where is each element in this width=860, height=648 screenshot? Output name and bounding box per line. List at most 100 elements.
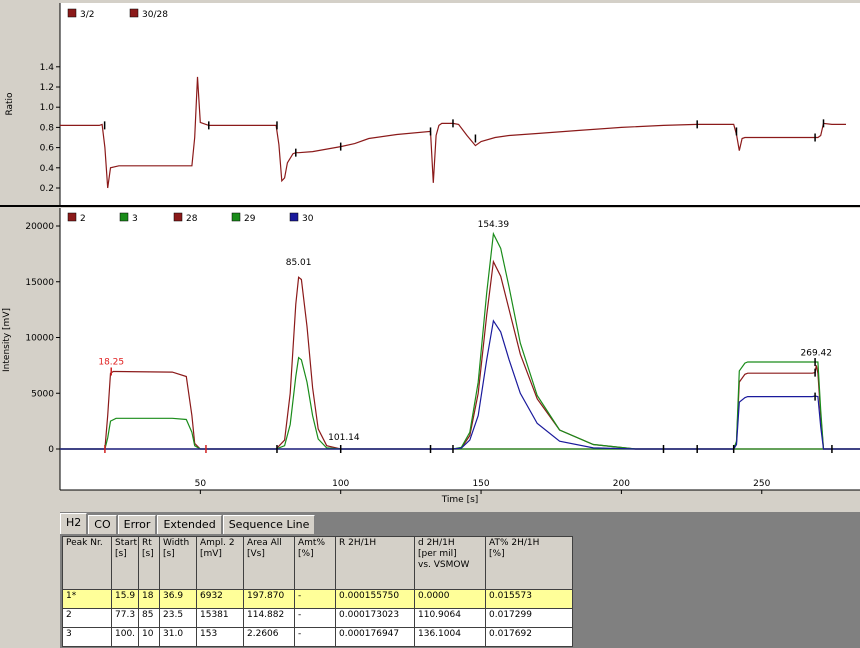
table-cell: 0.017299	[485, 608, 573, 628]
legend-label: 28	[186, 214, 198, 224]
table-cell: 77.3	[111, 608, 139, 628]
table-cell: 15.9	[111, 589, 139, 609]
table-cell: 10	[138, 627, 160, 647]
table-cell: 114.882	[243, 608, 295, 628]
ratio-yaxis: 1.4 1.2 1.0 0.8 0.6 0.4 0.2	[40, 63, 60, 194]
legend-swatch	[173, 212, 183, 222]
ratio-ytick-label: 0.4	[40, 164, 55, 174]
column-header[interactable]: Width [s]	[159, 536, 197, 590]
intensity-xlabel: Time [s]	[441, 495, 479, 505]
table-cell: 3	[62, 627, 112, 647]
table-cell: 110.9064	[414, 608, 486, 628]
column-header[interactable]: d 2H/1H [per mil] vs. VSMOW	[414, 536, 486, 590]
legend-swatch	[119, 212, 129, 222]
ratio-ytick-label: 0.6	[40, 144, 55, 154]
column-header[interactable]: Peak Nr.	[62, 536, 112, 590]
peak-label: 154.39	[478, 220, 510, 230]
table-cell: 31.0	[159, 627, 197, 647]
table-cell: 0.000155750	[335, 589, 415, 609]
table-cell: 0.0000	[414, 589, 486, 609]
column-header[interactable]: Start [s]	[111, 536, 139, 590]
legend-label: 3	[132, 214, 138, 224]
intensity-xtick-label: 150	[472, 479, 489, 489]
legend-swatch	[67, 212, 77, 222]
intensity-yaxis: 20000 15000 10000 5000 0	[25, 222, 60, 455]
tab-h2[interactable]: H2	[60, 513, 88, 534]
table-cell: 100.	[111, 627, 139, 647]
intensity-ytick-label: 0	[48, 445, 54, 455]
series-3-line	[60, 417, 860, 450]
legend-label: 29	[244, 214, 256, 224]
table-cell: -	[294, 627, 336, 647]
peak-label: 269.42	[801, 348, 833, 358]
intensity-legend: 2 3 28 29 30	[67, 212, 314, 224]
column-header[interactable]: Rt [s]	[138, 536, 160, 590]
ratio-ytick-label: 1.2	[40, 83, 54, 93]
table-cell: 0.017692	[485, 627, 573, 647]
legend-label: 30	[302, 214, 314, 224]
legend-label: 30/28	[142, 10, 168, 20]
ratio-plot-area[interactable]	[60, 3, 860, 205]
table-cell: -	[294, 608, 336, 628]
table-row[interactable]: 3 100. 10 31.0 153 2.2606-0.000176947 136.1004…	[62, 627, 573, 647]
column-header[interactable]: Amt% [%]	[294, 536, 336, 590]
table-cell: 2	[62, 608, 112, 628]
tab-extended[interactable]: Extended	[157, 515, 222, 534]
peak-label: 18.25	[98, 357, 124, 367]
intensity-xtick-label: 100	[332, 479, 349, 489]
table-row[interactable]: 2 77.3 85 23.5 15381 114.882-0.000173023 110.9…	[62, 608, 573, 628]
results-tabs: H2 CO Error Extended Sequence Line	[60, 513, 316, 535]
table-cell: 0.015573	[485, 589, 573, 609]
table-cell: 15381	[196, 608, 244, 628]
series-28-line	[60, 259, 860, 450]
series-2-line	[60, 370, 860, 450]
table-body: 1* 15.9 18 36.9 6932 197.870-0.000155750 0.000…	[62, 589, 573, 647]
table-cell: -	[294, 589, 336, 609]
column-header[interactable]: AT% 2H/1H [%]	[485, 536, 573, 590]
legend-swatch	[231, 212, 241, 222]
ratio-ylabel: Ratio	[5, 92, 15, 116]
chromatogram-plots: Ratio 1.4 1.2 1.0 0.8 0.6 0.4 0.2 3/2 30/28 Int…	[0, 3, 860, 505]
tab-error[interactable]: Error	[117, 515, 157, 534]
tab-co[interactable]: CO	[88, 515, 117, 534]
legend-label: 3/2	[80, 10, 94, 20]
ratio-series-line	[60, 76, 846, 189]
intensity-xtick-label: 250	[753, 479, 770, 489]
table-cell: 197.870	[243, 589, 295, 609]
intensity-xaxis: 50 100 150 200 250	[195, 479, 771, 494]
intensity-ylabel: Intensity [mV]	[2, 308, 12, 372]
table-cell: 0.000176947	[335, 627, 415, 647]
table-cell: 1*	[62, 589, 112, 609]
column-header[interactable]: R 2H/1H	[335, 536, 415, 590]
intensity-ytick-label: 15000	[25, 278, 54, 288]
ratio-ytick-label: 1.4	[40, 63, 55, 73]
intensity-ytick-label: 10000	[25, 334, 54, 344]
ratio-ytick-label: 1.0	[40, 103, 55, 113]
ratio-ytick-label: 0.8	[40, 123, 55, 133]
results-table: Peak Nr. Start [s] Rt [s] Width [s] Ampl. 2 [mV]…	[62, 536, 573, 647]
intensity-xtick-label: 50	[195, 479, 207, 489]
intensity-ytick-label: 5000	[31, 389, 54, 399]
table-row[interactable]: 1* 15.9 18 36.9 6932 197.870-0.000155750 0.000…	[62, 589, 573, 609]
table-cell: 2.2606	[243, 627, 295, 647]
table-cell: 23.5	[159, 608, 197, 628]
peak-label: 101.14	[328, 433, 360, 443]
intensity-xtick-label: 200	[613, 479, 630, 489]
tab-sequence-line[interactable]: Sequence Line	[222, 515, 316, 534]
results-panel: H2 CO Error Extended Sequence Line Peak Nr. S…	[60, 512, 860, 648]
column-header[interactable]: Area All [Vs]	[243, 536, 295, 590]
peak-labels: 18.25 85.01 101.14 154.39 269.42	[98, 220, 832, 443]
ratio-traces	[60, 76, 846, 189]
intensity-traces	[60, 231, 860, 453]
table-cell: 18	[138, 589, 160, 609]
intensity-plot-area[interactable]	[60, 208, 860, 490]
peak-label: 85.01	[286, 258, 312, 268]
table-cell: 6932	[196, 589, 244, 609]
legend-swatch	[289, 212, 299, 222]
table-cell: 0.000173023	[335, 608, 415, 628]
intensity-ytick-label: 20000	[25, 222, 54, 232]
ratio-legend: 3/2 30/28	[67, 8, 168, 20]
column-header[interactable]: Ampl. 2 [mV]	[196, 536, 244, 590]
table-cell: 136.1004	[414, 627, 486, 647]
series-29-line	[60, 231, 860, 450]
